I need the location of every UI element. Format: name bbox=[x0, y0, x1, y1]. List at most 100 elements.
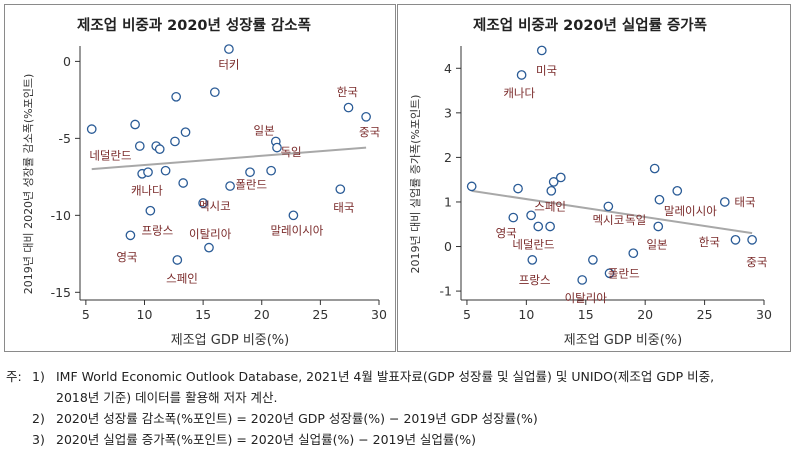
data-point bbox=[730, 234, 741, 245]
data-point bbox=[555, 172, 566, 183]
x-tick-label: 25 bbox=[697, 307, 713, 322]
point-label: 폴란드 bbox=[608, 266, 640, 280]
point-label: 이탈리아 bbox=[565, 291, 608, 305]
data-point bbox=[154, 144, 165, 154]
point-label: 중국 bbox=[359, 125, 380, 139]
data-point bbox=[171, 91, 181, 102]
data-point bbox=[125, 230, 136, 241]
data-point bbox=[130, 119, 140, 130]
point-label: 네덜란드 bbox=[512, 237, 554, 251]
footnote-1: 주: 1) IMF World Economic Outlook Database,… bbox=[6, 366, 791, 387]
x-tick-label: 10 bbox=[137, 307, 153, 322]
point-label: 스페인 bbox=[166, 271, 198, 285]
y-tick-label: 4 bbox=[444, 61, 452, 76]
point-label: 한국 bbox=[337, 85, 358, 99]
y-tick-label: 0 bbox=[63, 54, 71, 69]
y-tick-label: 2 bbox=[444, 150, 452, 165]
data-point bbox=[747, 234, 757, 245]
point-label: 네덜란드 bbox=[89, 148, 131, 162]
right-chart-frame bbox=[397, 4, 791, 352]
x-tick-label: 20 bbox=[254, 307, 270, 322]
data-point bbox=[272, 142, 282, 153]
point-label: 한국 bbox=[699, 235, 720, 249]
data-point bbox=[198, 198, 208, 208]
chart-title: 제조업 비중과 2020년 성장률 감소폭 bbox=[77, 16, 311, 34]
chart-title: 제조업 비중과 2020년 실업률 증가폭 bbox=[473, 17, 707, 34]
point-label: 영국 bbox=[496, 226, 517, 240]
point-label: 말레이시아 bbox=[270, 224, 323, 238]
x-tick-label: 20 bbox=[637, 307, 653, 322]
data-point bbox=[649, 163, 660, 174]
point-label: 캐나다 bbox=[503, 86, 535, 100]
data-point bbox=[335, 184, 346, 195]
footnotes: 주: 1) IMF World Economic Outlook Database,… bbox=[6, 366, 791, 450]
data-point bbox=[672, 185, 683, 196]
footnote-1-continued: 2018년 기준) 데이터를 활용해 저자 계산. bbox=[56, 390, 278, 405]
point-label: 중국 bbox=[746, 255, 767, 269]
x-tick-label: 15 bbox=[195, 307, 211, 322]
footnote-text: IMF World Economic Outlook Database, 202… bbox=[56, 369, 715, 384]
data-point bbox=[178, 178, 189, 188]
x-axis-label: 제조업 GDP 비중(%) bbox=[564, 333, 682, 348]
y-tick-label: -5 bbox=[59, 131, 71, 146]
y-axis-label: 2019년 대비 실업률 증가폭(%포인트) bbox=[409, 95, 422, 274]
y-tick-label: -10 bbox=[51, 208, 71, 223]
point-label: 프랑스 bbox=[519, 273, 551, 287]
data-point bbox=[546, 185, 557, 196]
left-chart-frame bbox=[4, 4, 396, 352]
footnote-text: 2020년 성장률 감소폭(%포인트) = 2020년 GDP 성장률(%) −… bbox=[56, 411, 538, 426]
data-point bbox=[628, 248, 639, 259]
x-tick-label: 30 bbox=[371, 307, 387, 322]
x-tick-label: 5 bbox=[463, 307, 471, 322]
x-tick-label: 30 bbox=[756, 307, 772, 322]
data-point bbox=[288, 210, 299, 221]
footnote-number: 3) bbox=[32, 432, 45, 447]
data-point bbox=[545, 221, 555, 232]
data-point bbox=[225, 181, 235, 191]
footnote-2: 2) 2020년 성장률 감소폭(%포인트) = 2020년 GDP 성장률(%)… bbox=[6, 408, 791, 429]
y-tick-label: 0 bbox=[444, 239, 452, 254]
x-axis-label: 제조업 GDP 비중(%) bbox=[171, 333, 289, 348]
data-points bbox=[86, 44, 371, 265]
point-label: 독일 bbox=[625, 213, 646, 227]
data-points bbox=[466, 45, 757, 285]
data-point bbox=[266, 165, 276, 176]
point-label: 일본 bbox=[646, 237, 667, 251]
data-point bbox=[466, 181, 477, 192]
footnote-number: 1) bbox=[32, 369, 45, 384]
y-tick-label: -15 bbox=[51, 285, 71, 300]
trendline bbox=[471, 189, 753, 235]
point-label: 멕시코 bbox=[592, 213, 624, 227]
data-point bbox=[536, 45, 547, 56]
point-label: 터키 bbox=[218, 57, 239, 71]
point-label: 이탈리아 bbox=[189, 227, 232, 241]
data-point bbox=[245, 167, 255, 178]
data-point bbox=[548, 177, 559, 187]
data-point bbox=[513, 183, 523, 194]
y-axis-label: 2019년 대비 2020년 성장률 감소폭(%포인트) bbox=[22, 74, 35, 295]
data-point bbox=[508, 212, 519, 223]
x-tick-label: 25 bbox=[312, 307, 328, 322]
data-point bbox=[224, 44, 234, 54]
point-label: 캐나다 bbox=[131, 184, 163, 198]
data-point bbox=[526, 210, 536, 221]
footnote-number: 2) bbox=[32, 411, 45, 426]
footnote-text: 2020년 실업률 증가폭(%포인트) = 2020년 실업률(%) − 201… bbox=[56, 432, 477, 447]
unemployment-rise-scatter-chart: 제조업 비중과 2020년 실업률 증가폭 2019년 대비 실업률 증가폭(%… bbox=[409, 17, 772, 348]
point-label: 태국 bbox=[734, 195, 755, 209]
data-point bbox=[180, 127, 191, 138]
x-tick-label: 10 bbox=[518, 307, 534, 322]
data-point bbox=[361, 111, 371, 122]
data-point bbox=[204, 242, 214, 253]
data-point bbox=[527, 255, 538, 265]
data-point bbox=[143, 167, 153, 178]
y-tick-label: 3 bbox=[444, 105, 452, 120]
data-point bbox=[604, 268, 615, 279]
axes: 5 10 15 20 25 30 0 -5 -10 -15 bbox=[51, 46, 387, 322]
data-point bbox=[516, 70, 527, 80]
point-label: 프랑스 bbox=[142, 224, 174, 238]
